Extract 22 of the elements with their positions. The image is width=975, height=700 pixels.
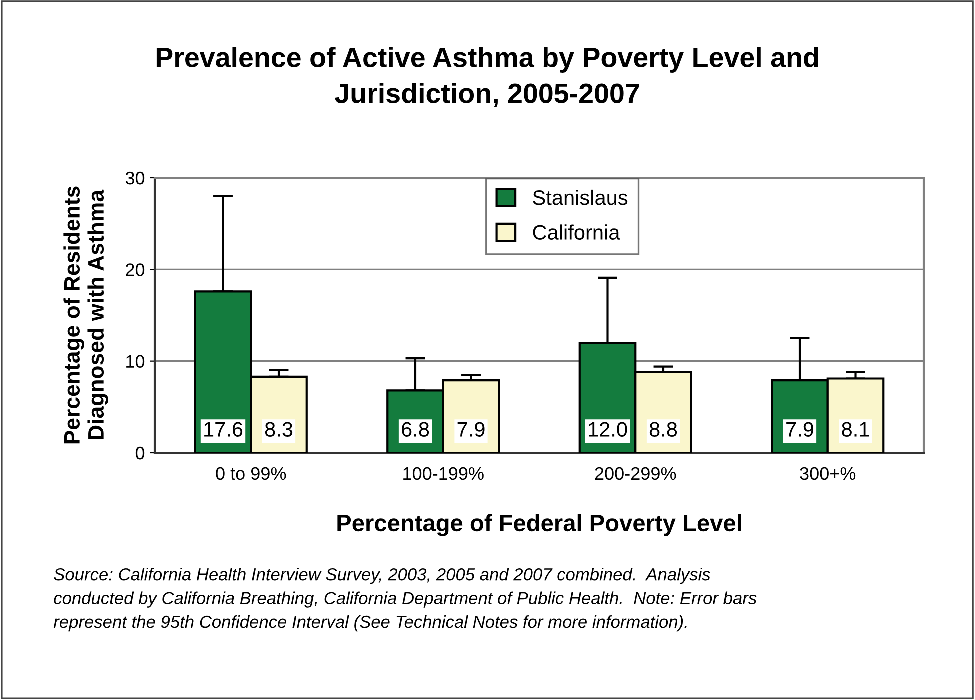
- data-label: 17.6: [204, 422, 243, 437]
- x-axis-title: Percentage of Federal Poverty Level: [338, 514, 742, 536]
- legend-label: California: [533, 224, 620, 240]
- data-label: 7.9: [786, 422, 814, 437]
- y-tick-label: 30: [126, 172, 145, 185]
- data-label: 8.1: [842, 422, 870, 437]
- source-note: Source: California Health Interview Survey, 2003, 2005 and 2007 combined. Analysis conducted by California Breathing, California Department of Public Health. Note: Error bars represent the 95th Confidence Interval (See Technical Notes for more information).: [54, 568, 757, 632]
- data-label: 7.9: [458, 422, 485, 437]
- x-tick-label: 100-199%: [404, 467, 484, 480]
- chart-title: Prevalence of Active Asthma by Poverty Level and Jurisdiction, 2005-2007: [156, 47, 818, 108]
- y-tick-label: 20: [126, 264, 145, 276]
- y-tick-label: 10: [126, 355, 145, 368]
- y-tick-label: 0: [136, 446, 145, 460]
- data-label: 12.0: [589, 422, 628, 437]
- x-tick-label: 300+%: [800, 467, 856, 480]
- data-label: 6.8: [402, 422, 430, 437]
- y-axis-title: Percentage of Residents Diagnosed with Asthma: [64, 186, 109, 444]
- data-label: 8.3: [265, 422, 293, 437]
- x-tick-label: 200-299%: [595, 467, 676, 480]
- data-label: 8.8: [650, 422, 678, 437]
- legend-label: Stanislaus: [533, 190, 628, 206]
- x-tick-label: 0 to 99%: [216, 467, 286, 480]
